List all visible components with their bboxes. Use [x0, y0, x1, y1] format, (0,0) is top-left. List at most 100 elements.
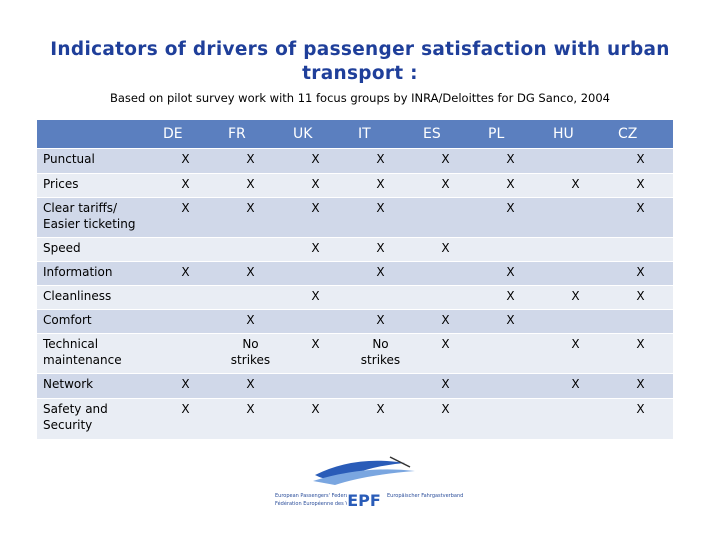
table-row: Comfort X X X X — [37, 309, 673, 334]
logo-text: European Passengers' Federation — [275, 493, 358, 499]
column-header: CZ — [608, 120, 673, 149]
cell: X — [348, 398, 413, 439]
row-label: Comfort — [37, 309, 153, 334]
logo-swoosh — [313, 469, 415, 485]
cell: X — [283, 173, 348, 198]
logo: European Passengers' Federation Fédérati… — [275, 456, 463, 510]
cell: X — [218, 148, 283, 174]
cell: X — [608, 197, 673, 238]
cell — [543, 197, 608, 238]
table: DE FR UK IT ES PL HU CZ Punctual X X X X X X X Prices X X… — [37, 120, 673, 439]
cell: X — [153, 261, 218, 286]
column-header: PL — [478, 120, 543, 149]
table-row: Prices X X X X X X X X — [37, 173, 673, 198]
row-label: Information — [37, 261, 153, 286]
cell: X — [608, 373, 673, 399]
cell: X — [153, 398, 218, 439]
cell — [153, 333, 218, 374]
table-row: Cleanliness X X X X — [37, 285, 673, 310]
table-row: Network X X X X X — [37, 373, 673, 399]
cell: X — [413, 173, 478, 198]
cell: X — [413, 333, 478, 374]
cell — [543, 261, 608, 286]
subtitle: Based on pilot survey work with 11 focus… — [110, 91, 610, 105]
cell: X — [543, 333, 608, 374]
cell: X — [283, 148, 348, 174]
cell: X — [348, 237, 413, 262]
cell: X — [543, 373, 608, 399]
cell: X — [608, 398, 673, 439]
table-row: Technical maintenance No strikes X No strik… — [37, 333, 673, 374]
table-body: Punctual X X X X X X X Prices X X X X X X X X Clear tarif… — [37, 148, 673, 439]
logo-text: Fédération Européenne des Voyageurs — [275, 500, 372, 507]
cell: X — [283, 197, 348, 238]
cell — [608, 237, 673, 262]
cell: X — [608, 261, 673, 286]
cell — [543, 148, 608, 174]
cell: X — [543, 285, 608, 310]
cell — [283, 309, 348, 334]
cell — [543, 398, 608, 439]
cell: X — [348, 261, 413, 286]
row-label: Safety and Security — [37, 398, 153, 439]
cell: X — [478, 309, 543, 334]
cell: X — [153, 148, 218, 174]
cell: X — [413, 398, 478, 439]
column-header: DE — [153, 120, 218, 149]
cell — [153, 309, 218, 334]
cell: X — [153, 197, 218, 238]
cell: X — [478, 148, 543, 174]
cell — [478, 373, 543, 399]
cell — [153, 285, 218, 310]
title: Indicators of drivers of passenger satis… — [50, 39, 670, 84]
header-row: DE FR UK IT ES PL HU CZ — [37, 120, 673, 149]
row-label: Cleanliness — [37, 285, 153, 310]
cell: No strikes — [218, 333, 283, 374]
cell: X — [413, 148, 478, 174]
cell: X — [218, 173, 283, 198]
cell: X — [283, 237, 348, 262]
row-label: Clear tariffs/ Easier ticketing — [37, 197, 153, 238]
cell: X — [348, 197, 413, 238]
cell: X — [608, 285, 673, 310]
cell: X — [478, 173, 543, 198]
column-header: ES — [413, 120, 478, 149]
cell: X — [413, 373, 478, 399]
cell — [413, 261, 478, 286]
cell: X — [218, 398, 283, 439]
cell — [153, 237, 218, 262]
cell: X — [413, 309, 478, 334]
cell: X — [478, 197, 543, 238]
cell: X — [348, 148, 413, 174]
column-header: FR — [218, 120, 283, 149]
row-label: Network — [37, 373, 153, 399]
cell: X — [478, 261, 543, 286]
cell: X — [348, 173, 413, 198]
cell — [543, 309, 608, 334]
cell: X — [153, 373, 218, 399]
cell — [478, 237, 543, 262]
table-row: Speed X X X — [37, 237, 673, 262]
column-header: IT — [348, 120, 413, 149]
cell: X — [218, 373, 283, 399]
cell: X — [348, 309, 413, 334]
cell: X — [413, 237, 478, 262]
cell — [283, 261, 348, 286]
cell — [413, 197, 478, 238]
row-label: Prices — [37, 173, 153, 198]
logo-line — [389, 456, 411, 468]
cell — [348, 373, 413, 399]
column-header: UK — [283, 120, 348, 149]
table-row: Clear tariffs/ Easier ticketing X X X X X X — [37, 197, 673, 238]
row-label: Technical maintenance — [37, 333, 153, 374]
row-label: Speed — [37, 237, 153, 262]
cell: X — [218, 309, 283, 334]
logo-text: Europäischer Fahrgastverband — [387, 493, 463, 499]
cell — [478, 333, 543, 374]
cell: X — [608, 173, 673, 198]
row-label: Punctual — [37, 148, 153, 174]
cell — [413, 285, 478, 310]
cell: X — [608, 333, 673, 374]
cell: X — [283, 398, 348, 439]
cell: X — [283, 285, 348, 310]
